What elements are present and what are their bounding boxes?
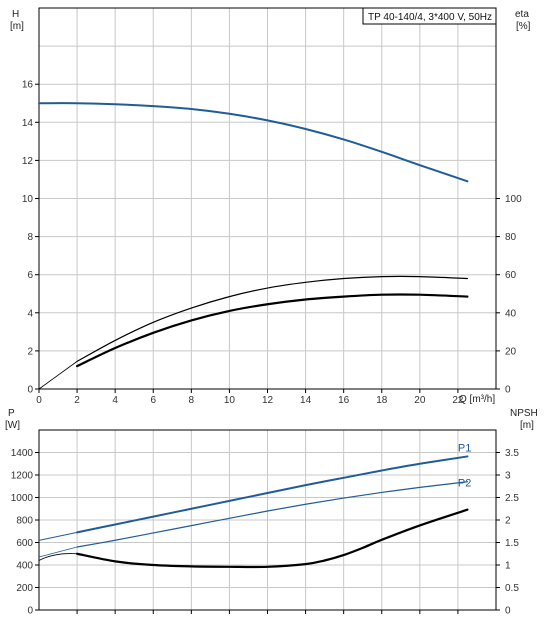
lower-chart: 0 200 400 600 800 1000 1200 1400 0 0.5 1 1.5 2 2.5 3 3… bbox=[5, 408, 538, 617]
upper-left-tick-label: 0 bbox=[27, 385, 33, 396]
upper-left-tick-label: 2 bbox=[27, 346, 33, 357]
lower-left-ticks: 0 200 400 600 800 1000 1200 1400 bbox=[11, 448, 39, 617]
lower-left-tick-label: 800 bbox=[16, 516, 33, 527]
lower-left-tick-label: 0 bbox=[27, 606, 33, 617]
upper-left-tick-label: 12 bbox=[22, 156, 34, 167]
upper-x-tick-label: 12 bbox=[262, 395, 274, 406]
lower-series-p2-line bbox=[76, 481, 469, 548]
upper-x-tick-label: 18 bbox=[376, 395, 388, 406]
upper-right-tick-label: 100 bbox=[505, 194, 522, 205]
lower-npsh-lead-line bbox=[38, 553, 78, 561]
upper-left-tick-label: 6 bbox=[27, 270, 33, 281]
lower-left-tick-label: 1000 bbox=[11, 493, 34, 504]
upper-x-ticks: 0 2 4 6 8 10 12 14 16 18 20 22 bbox=[36, 389, 464, 406]
lower-left-axis-unit: [W] bbox=[5, 420, 20, 431]
upper-x-tick-label: 20 bbox=[414, 395, 426, 406]
upper-right-axis-unit: [%] bbox=[516, 21, 531, 32]
lower-left-tick-label: 1200 bbox=[11, 471, 34, 482]
chart-title-box bbox=[362, 7, 497, 25]
upper-left-ticks: 0 2 4 6 8 10 12 14 16 bbox=[22, 80, 39, 396]
upper-series-1-line bbox=[76, 275, 469, 362]
upper-x-tick-label: 8 bbox=[189, 395, 195, 406]
upper-right-tick-label: 80 bbox=[505, 232, 517, 243]
lower-series-2-line bbox=[75, 508, 469, 569]
x-axis-label: Q [m³/h] bbox=[459, 394, 495, 405]
upper-x-tick-label: 0 bbox=[36, 395, 42, 406]
upper-series bbox=[38, 102, 469, 390]
upper-left-axis-unit: [m] bbox=[10, 21, 24, 32]
lower-right-axis-title: NPSH bbox=[510, 408, 538, 419]
upper-right-tick-label: 60 bbox=[505, 270, 517, 281]
upper-x-tick-label: 14 bbox=[300, 395, 312, 406]
lower-left-tick-label: 1400 bbox=[11, 448, 34, 459]
upper-x-tick-label: 6 bbox=[150, 395, 156, 406]
upper-left-tick-label: 14 bbox=[22, 118, 34, 129]
lower-left-tick-label: 200 bbox=[16, 583, 33, 594]
lower-right-axis-unit: [m] bbox=[520, 420, 534, 431]
upper-right-tick-label: 40 bbox=[505, 308, 517, 319]
upper-left-tick-label: 16 bbox=[22, 80, 34, 91]
lower-right-tick-label: 0.5 bbox=[505, 583, 519, 594]
upper-grid bbox=[39, 8, 496, 389]
series-label-p1: P1 bbox=[458, 442, 471, 454]
lower-right-tick-label: 2 bbox=[505, 516, 511, 527]
upper-right-ticks: 0 20 40 60 80 100 bbox=[496, 194, 522, 396]
chart-title: TP 40-140/4, 3*400 V, 50Hz bbox=[368, 12, 492, 23]
upper-right-tick-label: 0 bbox=[505, 385, 511, 396]
lower-series-p1-line bbox=[76, 455, 469, 534]
lower-left-tick-label: 400 bbox=[16, 561, 33, 572]
lower-grid bbox=[39, 430, 496, 610]
lower-right-tick-label: 1.5 bbox=[505, 538, 519, 549]
upper-x-tick-label: 4 bbox=[112, 395, 118, 406]
lower-series bbox=[38, 455, 469, 614]
lower-right-tick-label: 1 bbox=[505, 561, 511, 572]
lower-right-tick-label: 2.5 bbox=[505, 493, 519, 504]
lower-right-ticks: 0 0.5 1 1.5 2 2.5 3 3.5 bbox=[496, 448, 519, 617]
upper-right-axis-title: eta bbox=[515, 9, 529, 20]
upper-left-tick-label: 4 bbox=[27, 308, 33, 319]
upper-x-tick-label: 16 bbox=[338, 395, 350, 406]
series-label-p2: P2 bbox=[458, 477, 471, 489]
upper-left-axis-title: H bbox=[12, 9, 19, 20]
upper-series-0-line bbox=[38, 102, 469, 183]
upper-eta-lead-line bbox=[38, 361, 78, 390]
lower-left-axis-title: P bbox=[8, 408, 15, 419]
upper-left-tick-label: 10 bbox=[22, 194, 34, 205]
upper-chart: 0 2 4 6 8 10 12 14 16 18 20 22 0 2 4 6 8 10 12 14 16 0 20 40 6… bbox=[10, 7, 531, 406]
upper-x-tick-label: 10 bbox=[224, 395, 236, 406]
lower-right-tick-label: 0 bbox=[505, 606, 511, 617]
upper-x-tick-label: 22 bbox=[452, 395, 464, 406]
upper-right-tick-label: 20 bbox=[505, 346, 517, 357]
lower-p2-lead-line bbox=[38, 546, 78, 558]
lower-left-tick-label: 600 bbox=[16, 538, 33, 549]
lower-annotations: P1 P2 bbox=[458, 442, 471, 489]
lower-right-tick-label: 3 bbox=[505, 471, 511, 482]
lower-right-tick-label: 3.5 bbox=[505, 448, 519, 459]
lower-p1-lead-line bbox=[38, 531, 78, 541]
upper-left-tick-label: 8 bbox=[27, 232, 33, 243]
upper-series-2-line bbox=[75, 293, 469, 368]
upper-x-tick-label: 2 bbox=[74, 395, 80, 406]
